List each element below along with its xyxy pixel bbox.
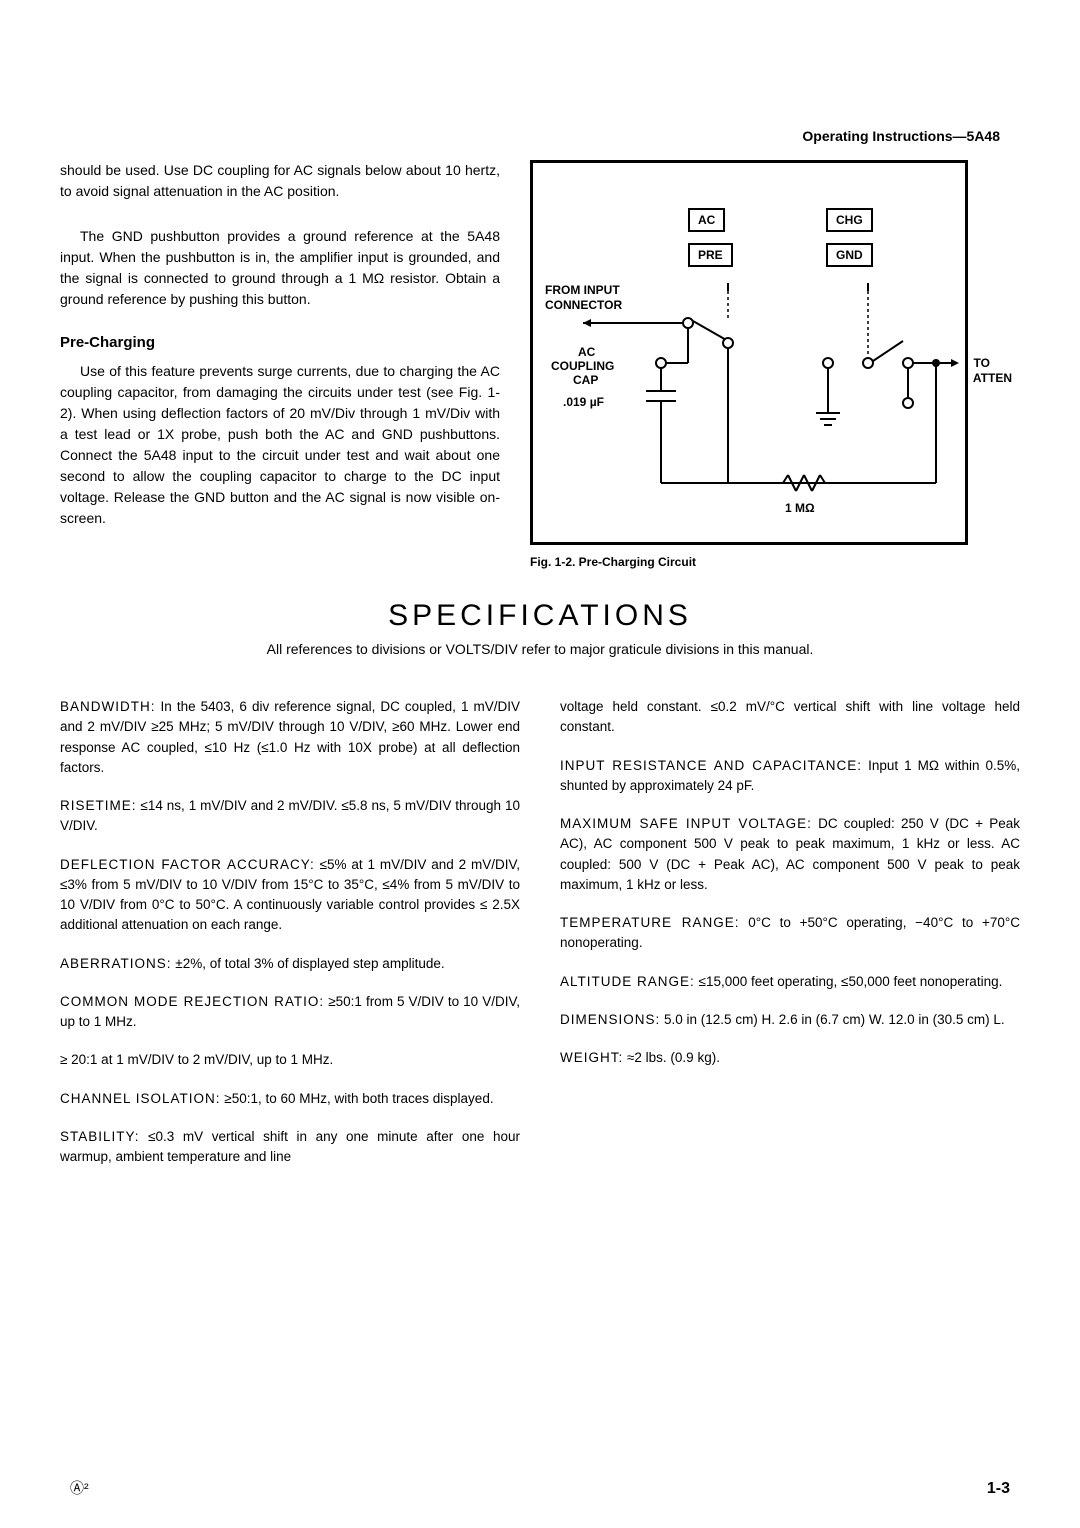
- footer-symbol: Ⓐ²: [70, 1478, 89, 1498]
- circuit-svg: [533, 163, 971, 548]
- paragraph-2: The GND pushbutton provides a ground ref…: [60, 226, 500, 310]
- pre-charging-heading: Pre-Charging: [60, 334, 500, 351]
- spec-max-voltage: MAXIMUM SAFE INPUT VOLTAGE: DC coupled: …: [560, 814, 1020, 895]
- atten-label: ATTEN: [973, 371, 1012, 385]
- spec-aberrations: ABERRATIONS: ±2%, of total 3% of display…: [60, 954, 520, 974]
- spec-label: CHANNEL ISOLATION:: [60, 1091, 221, 1106]
- spec-text: 5.0 in (12.5 cm) H. 2.6 in (6.7 cm) W. 1…: [660, 1012, 1004, 1027]
- spec-text: ±2%, of total 3% of displayed step ampli…: [172, 956, 445, 971]
- spec-cmrr: COMMON MODE REJECTION RATIO: ≥50:1 from …: [60, 992, 520, 1033]
- spec-label: STABILITY:: [60, 1129, 140, 1144]
- spec-deflection: DEFLECTION FACTOR ACCURACY: ≤5% at 1 mV/…: [60, 855, 520, 936]
- page-number: 1-3: [987, 1480, 1010, 1498]
- spec-label: ABERRATIONS:: [60, 956, 172, 971]
- spec-channel-isolation: CHANNEL ISOLATION: ≥50:1, to 60 MHz, wit…: [60, 1089, 520, 1109]
- spec-weight: WEIGHT: ≈2 lbs. (0.9 kg).: [560, 1048, 1020, 1068]
- spec-altitude: ALTITUDE RANGE: ≤15,000 feet operating, …: [560, 972, 1020, 992]
- spec-input-rc: INPUT RESISTANCE AND CAPACITANCE: Input …: [560, 756, 1020, 797]
- spec-label: INPUT RESISTANCE AND CAPACITANCE:: [560, 758, 862, 773]
- circuit-diagram: AC CHG PRE GND FROM INPUT CONNECTOR AC C…: [530, 160, 968, 545]
- spec-label: DIMENSIONS:: [560, 1012, 660, 1027]
- paragraph-3: Use of this feature prevents surge curre…: [60, 361, 500, 529]
- spec-text: ≥50:1, to 60 MHz, with both traces displ…: [221, 1091, 494, 1106]
- to-label: TO: [974, 356, 990, 370]
- spec-risetime: RISETIME: ≤14 ns, 1 mV/DIV and 2 mV/DIV.…: [60, 796, 520, 837]
- spec-label: TEMPERATURE RANGE:: [560, 915, 740, 930]
- spec-stability-cont: voltage held constant. ≤0.2 mV/°C vertic…: [560, 697, 1020, 738]
- paragraph-1: should be used. Use DC coupling for AC s…: [60, 160, 500, 202]
- spec-label: ALTITUDE RANGE:: [560, 974, 695, 989]
- spec-text: voltage held constant. ≤0.2 mV/°C vertic…: [560, 699, 1020, 734]
- specifications-title: SPECIFICATIONS: [60, 599, 1020, 633]
- left-column: should be used. Use DC coupling for AC s…: [60, 160, 500, 569]
- right-column: AC CHG PRE GND FROM INPUT CONNECTOR AC C…: [530, 160, 980, 569]
- specs-right-column: voltage held constant. ≤0.2 mV/°C vertic…: [560, 697, 1020, 1185]
- spec-label: WEIGHT:: [560, 1050, 623, 1065]
- spec-bandwidth: BANDWIDTH: In the 5403, 6 div reference …: [60, 697, 520, 778]
- figure-caption: Fig. 1-2. Pre-Charging Circuit: [530, 555, 980, 569]
- spec-text: ≈2 lbs. (0.9 kg).: [623, 1050, 720, 1065]
- spec-text: ≥ 20:1 at 1 mV/DIV to 2 mV/DIV, up to 1 …: [60, 1052, 333, 1067]
- top-section: should be used. Use DC coupling for AC s…: [60, 160, 1020, 569]
- header-right: Operating Instructions—5A48: [802, 128, 1000, 144]
- spec-dimensions: DIMENSIONS: 5.0 in (12.5 cm) H. 2.6 in (…: [560, 1010, 1020, 1030]
- spec-label: COMMON MODE REJECTION RATIO:: [60, 994, 324, 1009]
- specs-left-column: BANDWIDTH: In the 5403, 6 div reference …: [60, 697, 520, 1185]
- spec-label: DEFLECTION FACTOR ACCURACY:: [60, 857, 315, 872]
- specs-columns: BANDWIDTH: In the 5403, 6 div reference …: [60, 697, 1020, 1185]
- spec-temp-range: TEMPERATURE RANGE: 0°C to +50°C operatin…: [560, 913, 1020, 954]
- spec-stability: STABILITY: ≤0.3 mV vertical shift in any…: [60, 1127, 520, 1168]
- spec-cmrr-2: ≥ 20:1 at 1 mV/DIV to 2 mV/DIV, up to 1 …: [60, 1050, 520, 1070]
- spec-label: MAXIMUM SAFE INPUT VOLTAGE:: [560, 816, 812, 831]
- spec-label: RISETIME:: [60, 798, 137, 813]
- spec-label: BANDWIDTH:: [60, 699, 156, 714]
- specifications-subtitle: All references to divisions or VOLTS/DIV…: [60, 641, 1020, 657]
- spec-text: ≤15,000 feet operating, ≤50,000 feet non…: [695, 974, 1003, 989]
